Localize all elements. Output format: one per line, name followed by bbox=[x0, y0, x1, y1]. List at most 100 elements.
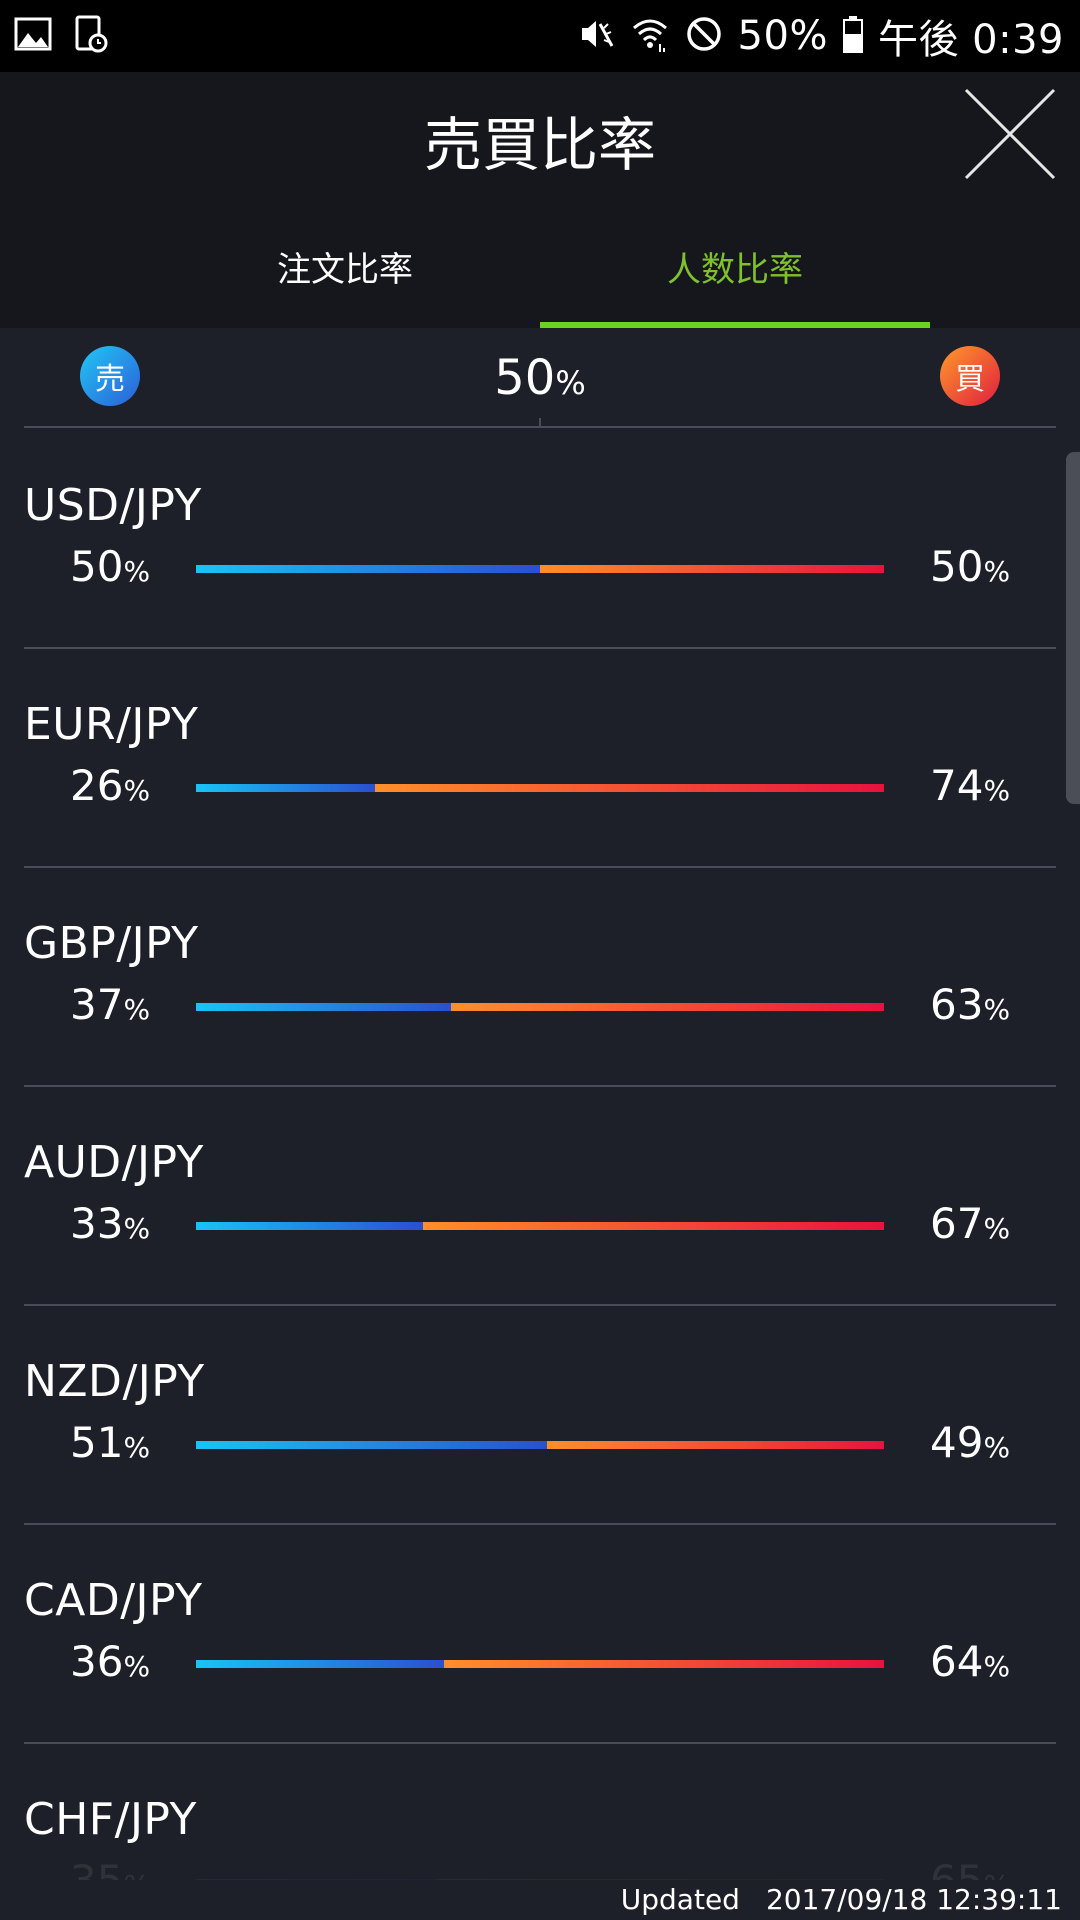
tab-order-ratio[interactable]: 注文比率 bbox=[277, 250, 413, 290]
buy-bar bbox=[450, 1003, 884, 1011]
close-icon bbox=[964, 88, 1056, 180]
sell-bar bbox=[196, 1222, 424, 1230]
percent-unit: % bbox=[123, 1212, 151, 1245]
percent-unit: % bbox=[983, 993, 1011, 1026]
screenshot-icon bbox=[74, 15, 108, 57]
ratio-list[interactable]: USD/JPY 50% 50% EUR/JPY 26% 74% GBP/JPY 37% 63% A… bbox=[0, 430, 1080, 1880]
buy-bar bbox=[436, 1879, 884, 1880]
currency-pair: GBP/JPY bbox=[24, 918, 199, 969]
percent-unit: % bbox=[123, 1431, 151, 1464]
active-tab-indicator bbox=[540, 322, 930, 328]
sell-bar bbox=[196, 784, 375, 792]
currency-pair: USD/JPY bbox=[24, 480, 202, 531]
percent-unit: % bbox=[123, 1650, 151, 1683]
buy-percent: 50% bbox=[930, 542, 1010, 591]
mute-icon bbox=[576, 14, 616, 58]
sell-percent-value: 35 bbox=[70, 1856, 123, 1880]
list-item: CHF/JPY 35% 65% bbox=[0, 1744, 1080, 1880]
buy-bar bbox=[540, 565, 884, 573]
buy-percent-value: 64 bbox=[930, 1637, 984, 1686]
sell-percent-value: 26 bbox=[70, 761, 124, 810]
percent-unit: % bbox=[123, 993, 151, 1026]
buy-percent: 64% bbox=[930, 1637, 1010, 1686]
buy-percent: 65% bbox=[930, 1856, 1010, 1880]
ratio-legend: 売 50% 買 bbox=[0, 328, 1080, 428]
buy-bar bbox=[443, 1660, 884, 1668]
ratio-bar bbox=[196, 565, 884, 573]
wifi-icon bbox=[630, 14, 670, 58]
percent-unit: % bbox=[983, 1650, 1011, 1683]
tab-people-ratio[interactable]: 人数比率 bbox=[667, 250, 803, 290]
sell-percent: 33% bbox=[70, 1199, 150, 1248]
updated-timestamp: 2017/09/18 12:39:11 bbox=[765, 1882, 1062, 1916]
row-divider bbox=[24, 1304, 1056, 1306]
clock: 午後 0:39 bbox=[877, 17, 1064, 63]
center-percent-unit: % bbox=[555, 364, 586, 402]
ratio-bar bbox=[196, 1222, 884, 1230]
updated-label: Updated bbox=[620, 1882, 740, 1916]
sell-percent: 50% bbox=[70, 542, 150, 591]
center-tick bbox=[539, 418, 541, 426]
row-divider bbox=[24, 1085, 1056, 1087]
sell-percent-value: 33 bbox=[70, 1199, 124, 1248]
buy-badge: 買 bbox=[940, 346, 1000, 406]
ratio-bar bbox=[196, 1660, 884, 1668]
page-title: 売買比率 bbox=[423, 111, 656, 179]
buy-percent: 49% bbox=[930, 1418, 1010, 1467]
sell-percent: 51% bbox=[70, 1418, 150, 1467]
sell-bar bbox=[196, 565, 540, 573]
status-bar: 50% 午後 0:39 bbox=[0, 0, 1080, 72]
list-item: USD/JPY 50% 50% bbox=[0, 430, 1080, 649]
sell-percent-value: 37 bbox=[70, 980, 124, 1029]
do-not-disturb-icon bbox=[684, 14, 724, 58]
list-item: NZD/JPY 51% 49% bbox=[0, 1306, 1080, 1525]
currency-pair: EUR/JPY bbox=[24, 699, 199, 750]
battery-icon bbox=[842, 14, 864, 58]
buy-percent: 63% bbox=[930, 980, 1010, 1029]
buy-percent-value: 63 bbox=[930, 980, 984, 1029]
percent-unit: % bbox=[983, 1431, 1011, 1464]
sell-percent: 37% bbox=[70, 980, 150, 1029]
percent-unit: % bbox=[123, 774, 151, 807]
update-footer: Updated 2017/09/18 12:39:11 bbox=[0, 1878, 1080, 1920]
row-divider bbox=[24, 1742, 1056, 1744]
percent-unit: % bbox=[983, 1212, 1011, 1245]
sell-bar bbox=[196, 1660, 444, 1668]
buy-percent-value: 74 bbox=[930, 761, 984, 810]
percent-unit: % bbox=[983, 555, 1011, 588]
percent-unit: % bbox=[983, 774, 1011, 807]
sell-badge: 売 bbox=[80, 346, 140, 406]
sell-percent: 36% bbox=[70, 1637, 150, 1686]
currency-pair: AUD/JPY bbox=[24, 1137, 204, 1188]
list-item: AUD/JPY 33% 67% bbox=[0, 1087, 1080, 1306]
ratio-bar bbox=[196, 1003, 884, 1011]
sell-percent: 26% bbox=[70, 761, 150, 810]
buy-percent: 74% bbox=[930, 761, 1010, 810]
sell-percent-value: 36 bbox=[70, 1637, 124, 1686]
ratio-bar bbox=[196, 1879, 884, 1880]
row-divider bbox=[24, 647, 1056, 649]
row-divider bbox=[24, 1523, 1056, 1525]
sell-percent: 35% bbox=[70, 1856, 150, 1880]
buy-percent-value: 65 bbox=[930, 1856, 983, 1880]
gallery-icon bbox=[14, 17, 52, 55]
battery-percent: 50% bbox=[737, 13, 828, 59]
center-percent: 50% bbox=[440, 350, 640, 406]
scrollbar[interactable] bbox=[1066, 452, 1080, 804]
buy-bar bbox=[374, 784, 884, 792]
buy-percent: 67% bbox=[930, 1199, 1010, 1248]
sell-bar bbox=[196, 1003, 451, 1011]
ratio-bar bbox=[196, 1441, 884, 1449]
center-percent-value: 50 bbox=[494, 350, 556, 406]
currency-pair: CAD/JPY bbox=[24, 1575, 203, 1626]
list-item: GBP/JPY 37% 63% bbox=[0, 868, 1080, 1087]
buy-bar bbox=[546, 1441, 884, 1449]
sell-bar bbox=[196, 1441, 547, 1449]
currency-pair: CHF/JPY bbox=[24, 1794, 197, 1845]
ratio-bar bbox=[196, 784, 884, 792]
sell-bar bbox=[196, 1879, 437, 1880]
close-button[interactable] bbox=[960, 84, 1060, 184]
buy-bar bbox=[423, 1222, 884, 1230]
list-item: CAD/JPY 36% 64% bbox=[0, 1525, 1080, 1744]
header: 売買比率 注文比率 人数比率 bbox=[0, 72, 1080, 328]
